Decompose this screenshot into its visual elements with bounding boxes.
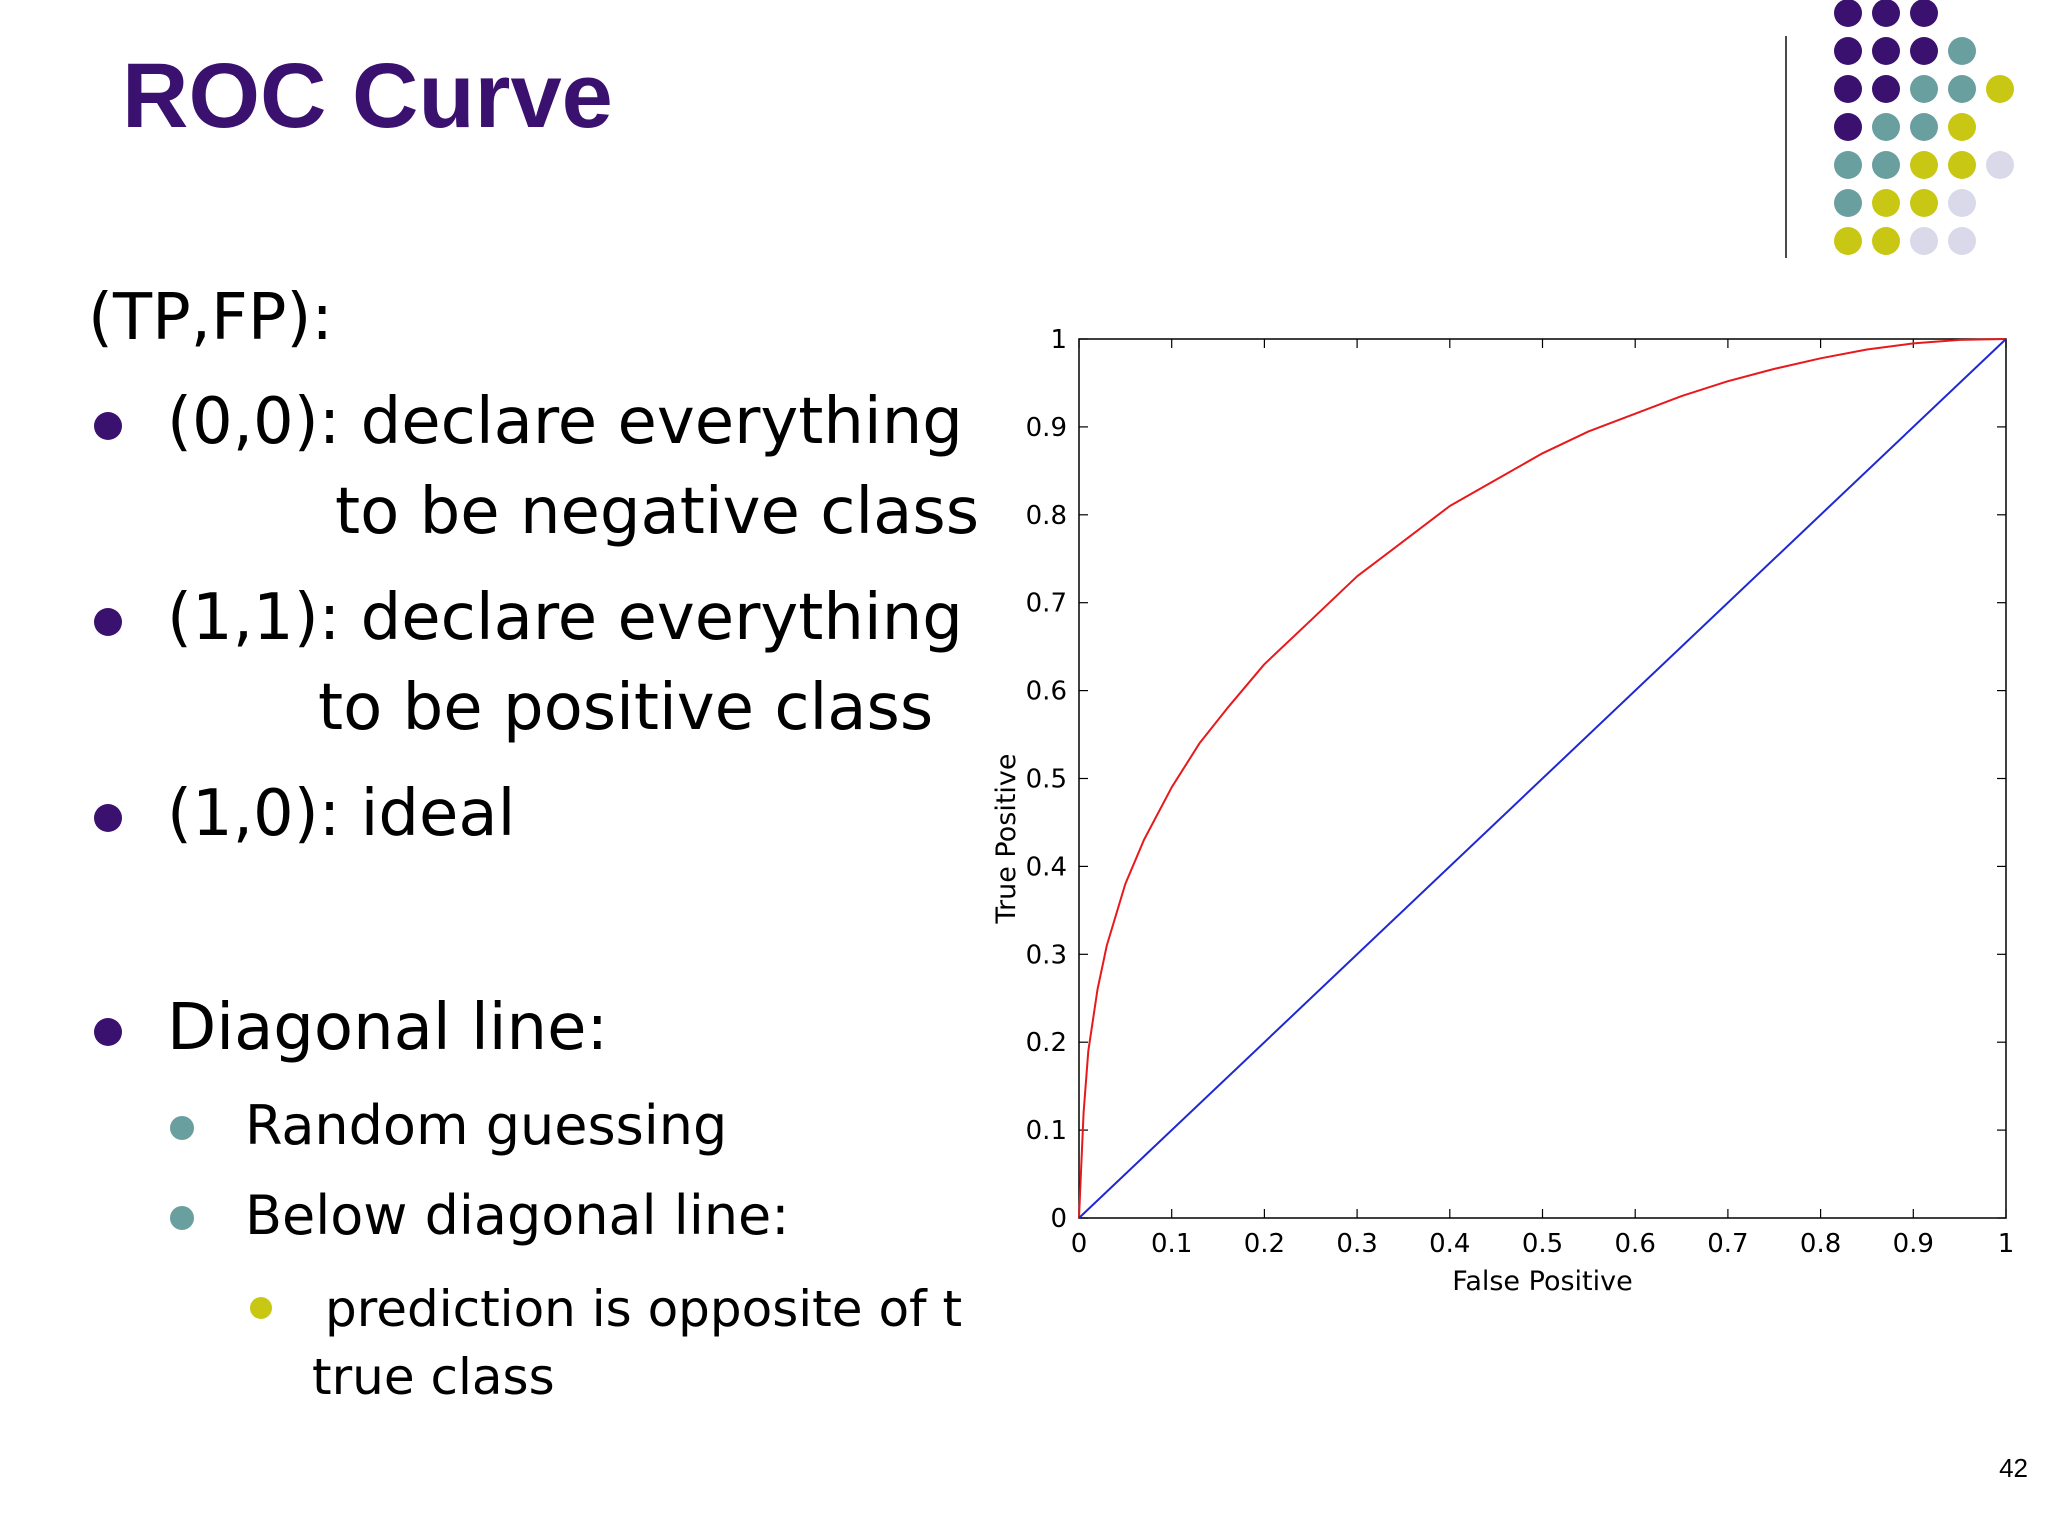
- sub-sub-bullet-line2: true class: [312, 1348, 555, 1406]
- y-tick-label: 0.3: [1026, 940, 1067, 970]
- y-tick-label: 0.9: [1026, 413, 1067, 443]
- x-tick-label: 0.1: [1151, 1229, 1192, 1259]
- diagonal-label: Diagonal line:: [167, 991, 609, 1065]
- diagonal-line: [1078, 338, 2007, 1219]
- x-tick-label: 0.2: [1244, 1229, 1285, 1259]
- x-tick-label: 0.3: [1336, 1229, 1377, 1259]
- title-divider: [1785, 36, 1787, 258]
- sub-sub-bullet-clip: prediction is opposite of the: [325, 1280, 965, 1340]
- sub-bullet-random-guessing: Random guessing: [245, 1094, 728, 1157]
- sub-bullet-below-diagonal: Below diagonal line:: [245, 1184, 790, 1247]
- sub-bullet-dot: [170, 1206, 194, 1230]
- x-tick-label: 0.7: [1707, 1229, 1748, 1259]
- bullet-1-line1: (1,1): declare everything: [167, 581, 963, 655]
- x-tick-label: 0.5: [1522, 1229, 1563, 1259]
- sub-bullet-dot: [170, 1116, 194, 1140]
- heading: (TP,FP):: [88, 281, 333, 355]
- sub-sub-bullet-line1: prediction is opposite of the: [325, 1280, 965, 1338]
- y-axis-label: True Positive: [991, 753, 1022, 924]
- bullet-0-line1: (0,0): declare everything: [167, 385, 963, 459]
- bullet-dot: [94, 1018, 122, 1046]
- sub-sub-bullet-dot: [250, 1297, 272, 1319]
- y-tick-label: 1: [1050, 325, 1067, 355]
- x-tick-label: 0.8: [1800, 1229, 1841, 1259]
- bullet-dot: [94, 412, 122, 440]
- x-tick-label: 0.6: [1615, 1229, 1656, 1259]
- y-tick-label: 0.1: [1026, 1116, 1067, 1146]
- x-tick-label: 0.9: [1893, 1229, 1934, 1259]
- bullet-dot: [94, 608, 122, 636]
- bullet-1-line2: to be positive class: [318, 671, 934, 745]
- bullet-dot: [94, 804, 122, 832]
- y-tick-label: 0.8: [1026, 501, 1067, 531]
- y-tick-label: 0.7: [1026, 589, 1067, 619]
- y-tick-label: 0.2: [1026, 1028, 1067, 1058]
- bullet-0-line2: to be negative class: [335, 475, 980, 549]
- slide-title: ROC Curve: [122, 45, 613, 147]
- y-tick-label: 0.4: [1026, 852, 1067, 882]
- bullet-2-line1: (1,0): ideal: [167, 777, 516, 851]
- roc-curve-line: [1078, 338, 2007, 1219]
- x-tick-label: 1: [1998, 1229, 2015, 1259]
- page-number: 42: [1999, 1453, 2028, 1483]
- x-tick-label: 0: [1071, 1229, 1088, 1259]
- y-tick-label: 0: [1050, 1204, 1067, 1234]
- x-tick-label: 0.4: [1429, 1229, 1470, 1259]
- y-tick-label: 0.6: [1026, 677, 1067, 707]
- x-axis-label: False Positive: [1452, 1266, 1632, 1297]
- y-tick-label: 0.5: [1026, 765, 1067, 795]
